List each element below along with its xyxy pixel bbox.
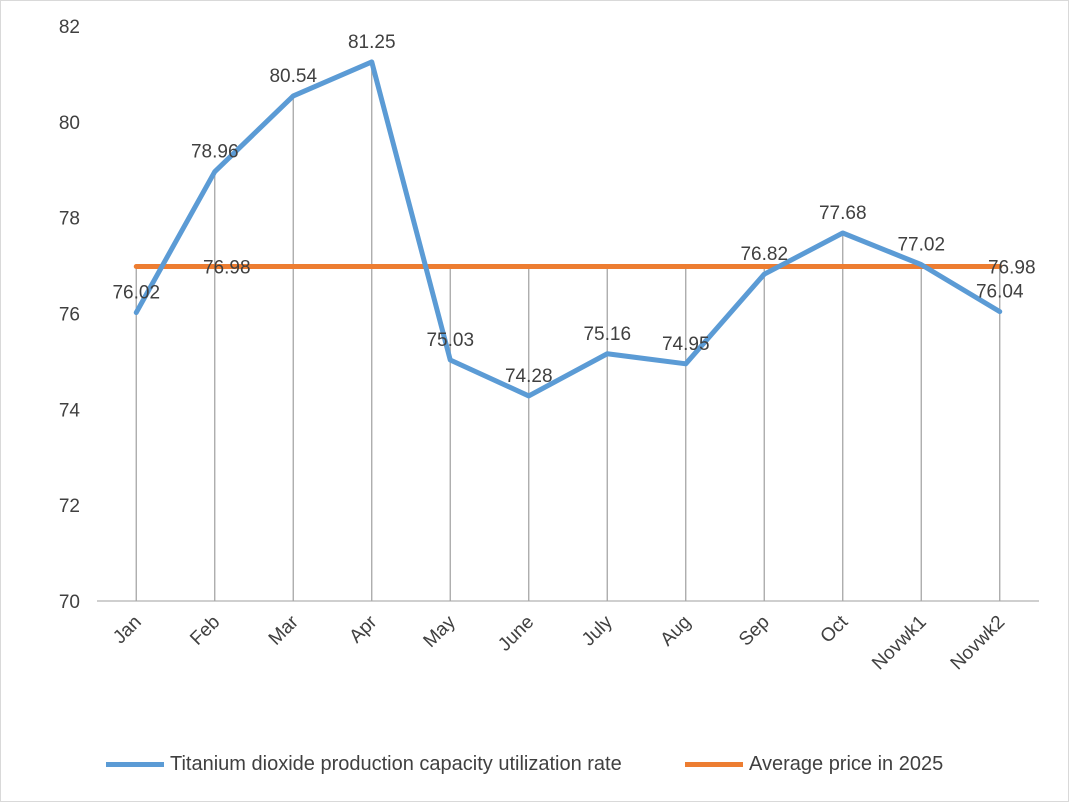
data-label: 77.02 (897, 235, 945, 256)
legend-label-average: Average price in 2025 (749, 752, 944, 775)
legend-label-utilization: Titanium dioxide production capacity uti… (170, 752, 622, 775)
series-line-utilization (133, 59, 1003, 399)
data-label: 76.02 (112, 283, 160, 304)
data-label: 76.98 (988, 258, 1036, 279)
x-tick-label: Apr (346, 611, 382, 647)
y-tick-label: 70 (59, 592, 80, 613)
y-tick-label: 80 (59, 113, 80, 134)
x-tick-label: Novwk1 (868, 612, 931, 675)
legend-entry-average: Average price in 2025 (685, 748, 943, 780)
data-label: 75.16 (583, 324, 631, 345)
data-label: 75.03 (426, 330, 474, 351)
y-tick-label: 72 (59, 496, 80, 517)
legend-swatch-average (685, 761, 743, 767)
data-label: 74.95 (662, 334, 710, 355)
x-tick-label: Sep (735, 612, 774, 651)
legend-entry-utilization: Titanium dioxide production capacity uti… (106, 748, 622, 780)
x-tick-label: Novwk2 (947, 612, 1010, 675)
x-tick-label: Aug (657, 612, 696, 651)
data-label: 76.98 (203, 258, 251, 279)
x-tick-label: Oct (817, 611, 853, 647)
y-tick-label: 78 (59, 209, 80, 230)
y-tick-label: 76 (59, 305, 80, 326)
legend: Titanium dioxide production capacity uti… (0, 748, 1069, 780)
legend-swatch-utilization (106, 761, 164, 767)
x-tick-label: Feb (186, 612, 224, 650)
y-tick-label: 82 (59, 17, 80, 38)
data-label: 81.25 (348, 32, 396, 53)
x-tick-label: Jan (109, 612, 146, 649)
data-label: 77.68 (819, 203, 867, 224)
data-label: 74.28 (505, 366, 553, 387)
x-tick-label: Mar (265, 611, 303, 649)
data-label: 76.82 (740, 244, 788, 265)
data-label: 80.54 (269, 66, 317, 87)
y-tick-label: 74 (59, 400, 81, 421)
data-label: 78.96 (191, 142, 239, 163)
data-label: 76.04 (976, 282, 1024, 303)
x-tick-label: June (494, 612, 538, 656)
x-tick-label: May (420, 611, 461, 652)
x-tick-label: July (578, 611, 617, 650)
